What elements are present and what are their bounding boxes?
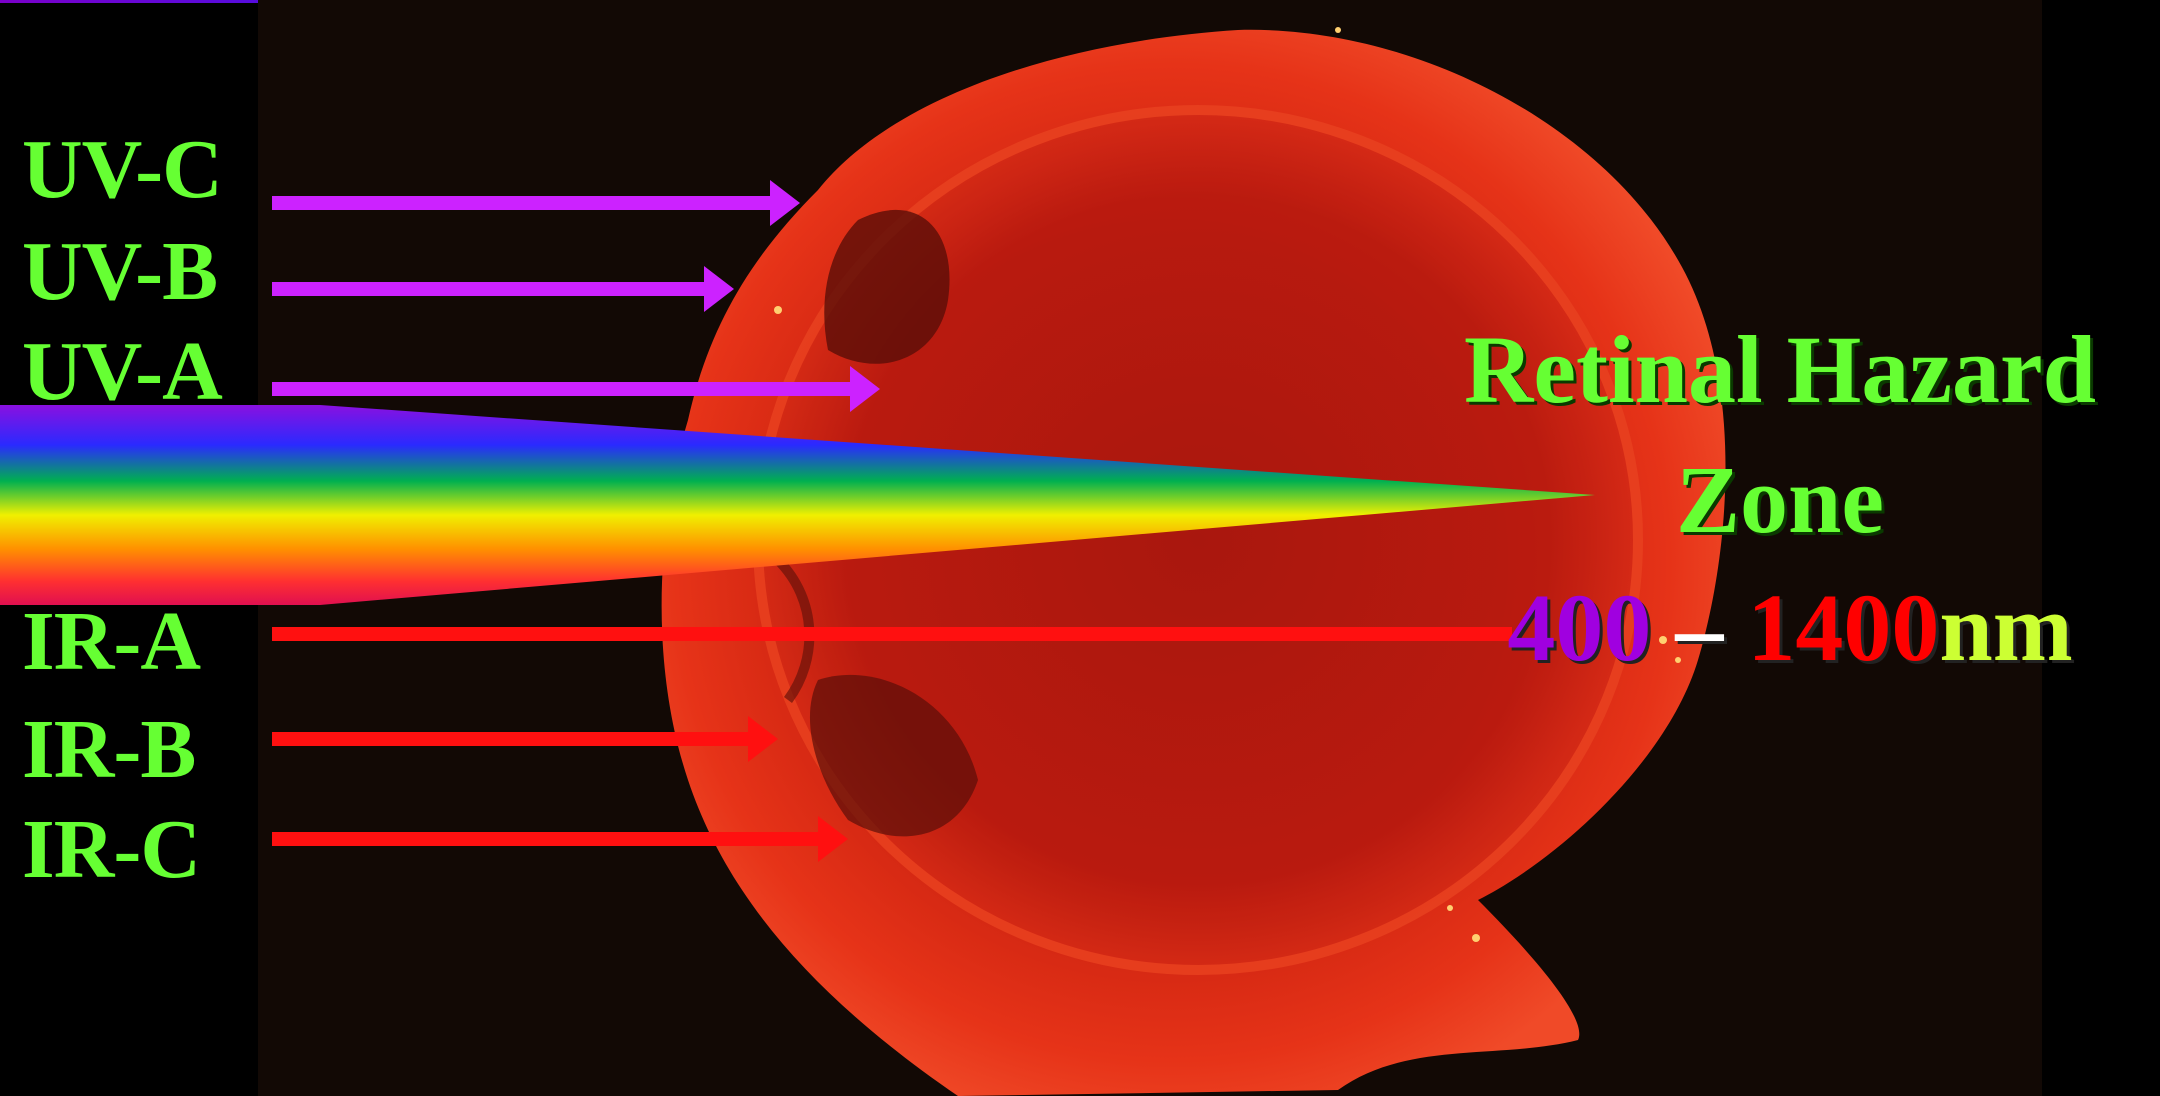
band-label-ir-c: IR-C xyxy=(22,803,201,896)
band-label-ir-a: IR-A xyxy=(22,595,201,688)
right-black-strip xyxy=(2042,0,2160,1096)
speck xyxy=(1335,27,1341,33)
uv-b-arrow-icon xyxy=(272,266,734,312)
range-unit: nm xyxy=(1939,574,2073,681)
uv-a-arrow-icon xyxy=(272,366,880,412)
hazard-title-line2: Zone xyxy=(1675,446,1885,553)
speck xyxy=(774,306,782,314)
band-label-uv-c: UV-C xyxy=(22,123,223,216)
eye-photo xyxy=(258,0,2042,1096)
uv-c-arrow-icon xyxy=(272,180,800,226)
speck xyxy=(1659,636,1667,644)
speck xyxy=(1447,905,1453,911)
ir-b-arrow-icon xyxy=(272,716,778,762)
dark-fold-lower xyxy=(809,674,978,837)
eye-illustration xyxy=(661,27,1726,1096)
ir-c-arrow-icon xyxy=(272,816,848,862)
range-low: 400 xyxy=(1507,574,1652,681)
band-label-uv-a: UV-A xyxy=(22,325,223,418)
hazard-range: 400 – 1400nm xyxy=(1470,580,2110,676)
dark-fold-upper xyxy=(824,209,950,364)
speck xyxy=(1675,657,1681,663)
hazard-title-line1: Retinal Hazard xyxy=(1464,316,2096,423)
visible-spectrum-wedge xyxy=(0,405,1595,605)
range-high: 1400 xyxy=(1747,574,1940,681)
speck xyxy=(1472,934,1480,942)
range-separator: – xyxy=(1651,574,1748,681)
ir-a-arrow-icon xyxy=(272,627,1512,641)
band-label-ir-b: IR-B xyxy=(22,703,196,796)
band-label-uv-b: UV-B xyxy=(22,225,218,318)
